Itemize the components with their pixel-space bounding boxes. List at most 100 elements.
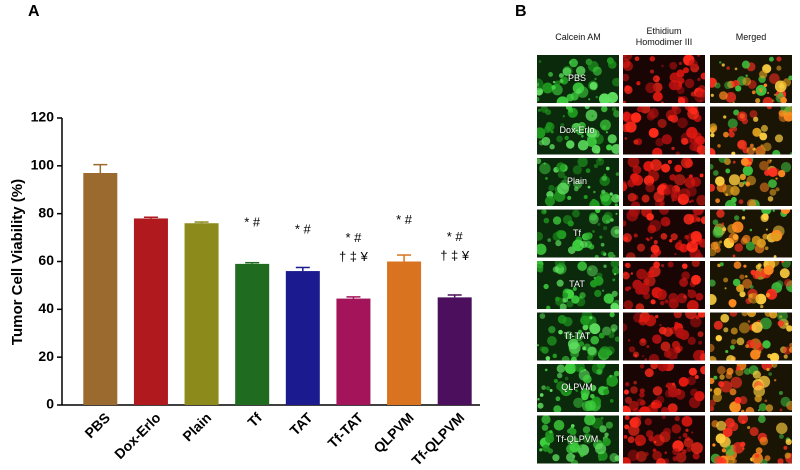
cell (566, 93, 574, 102)
cell (565, 106, 572, 111)
cell (749, 228, 753, 232)
cell (611, 193, 619, 203)
cell (652, 75, 660, 83)
cell (664, 451, 668, 455)
cell (612, 278, 616, 282)
cell (721, 448, 727, 453)
cell (555, 240, 562, 247)
cell (725, 168, 731, 174)
cell (579, 292, 586, 299)
cell (759, 70, 768, 79)
cell (549, 388, 553, 392)
cell (611, 290, 618, 297)
cell (723, 277, 729, 283)
cell (751, 321, 763, 333)
cell (736, 284, 745, 293)
cell (577, 261, 588, 271)
cell (598, 332, 605, 339)
cell (556, 279, 564, 287)
cell (569, 58, 578, 68)
cell (719, 91, 728, 100)
cell (668, 387, 679, 398)
cell (632, 351, 640, 358)
cell (592, 66, 602, 76)
cell (539, 448, 543, 452)
cell (537, 243, 547, 256)
cell (656, 458, 666, 464)
cell (537, 158, 542, 164)
error-bar (245, 261, 260, 264)
cell (541, 424, 549, 431)
cell (632, 194, 639, 201)
cell (587, 354, 594, 361)
cell (579, 452, 585, 458)
micrograph (623, 261, 705, 309)
cell (553, 419, 565, 431)
cell (782, 78, 792, 87)
cell (537, 344, 540, 347)
cell (628, 400, 639, 411)
cell (728, 128, 733, 133)
cell (742, 165, 754, 176)
cell (625, 121, 637, 133)
cell (744, 275, 748, 278)
cell (684, 234, 689, 240)
cell (677, 97, 686, 103)
cell (615, 172, 619, 176)
cell (572, 286, 577, 291)
cell (683, 295, 687, 299)
cell (749, 427, 759, 437)
row-label: PBS (567, 73, 586, 83)
cell (629, 416, 642, 428)
cell (769, 312, 778, 319)
cell (636, 268, 648, 280)
cell (766, 367, 770, 372)
cell (767, 167, 778, 177)
cell (734, 67, 738, 71)
cell (537, 78, 544, 90)
cell (760, 124, 768, 132)
cell (652, 386, 663, 396)
micrograph (710, 312, 792, 361)
cell (710, 183, 715, 192)
cell (710, 247, 717, 257)
cell (591, 115, 594, 118)
cell (562, 215, 573, 225)
cell (589, 82, 598, 90)
cell (776, 56, 782, 62)
cell (599, 175, 610, 187)
y-tick-label: 60 (38, 252, 54, 268)
cell (627, 339, 631, 342)
cell (600, 416, 604, 420)
cell (777, 458, 784, 464)
cell (696, 194, 705, 206)
cell (712, 170, 719, 176)
cell (623, 435, 628, 439)
cell (695, 292, 704, 301)
significance-label: † ‡ ¥ (339, 249, 369, 264)
cell (750, 349, 761, 360)
cell (641, 194, 650, 203)
micrograph (623, 415, 705, 464)
cell (764, 455, 771, 462)
cell (562, 316, 573, 327)
cell (554, 261, 565, 268)
cell (699, 353, 705, 361)
cell (678, 377, 689, 387)
cell (762, 340, 771, 349)
cell (539, 346, 545, 352)
cell (730, 376, 743, 389)
cell (768, 179, 777, 189)
cell (576, 127, 585, 136)
cell (664, 299, 669, 304)
cell (660, 216, 671, 227)
cell (614, 203, 618, 206)
cell (635, 303, 645, 309)
cell (751, 452, 764, 464)
cell (717, 365, 726, 375)
cell (661, 134, 673, 145)
cell (639, 338, 647, 346)
cell (610, 261, 619, 269)
cell (723, 327, 729, 333)
cell (611, 143, 619, 155)
